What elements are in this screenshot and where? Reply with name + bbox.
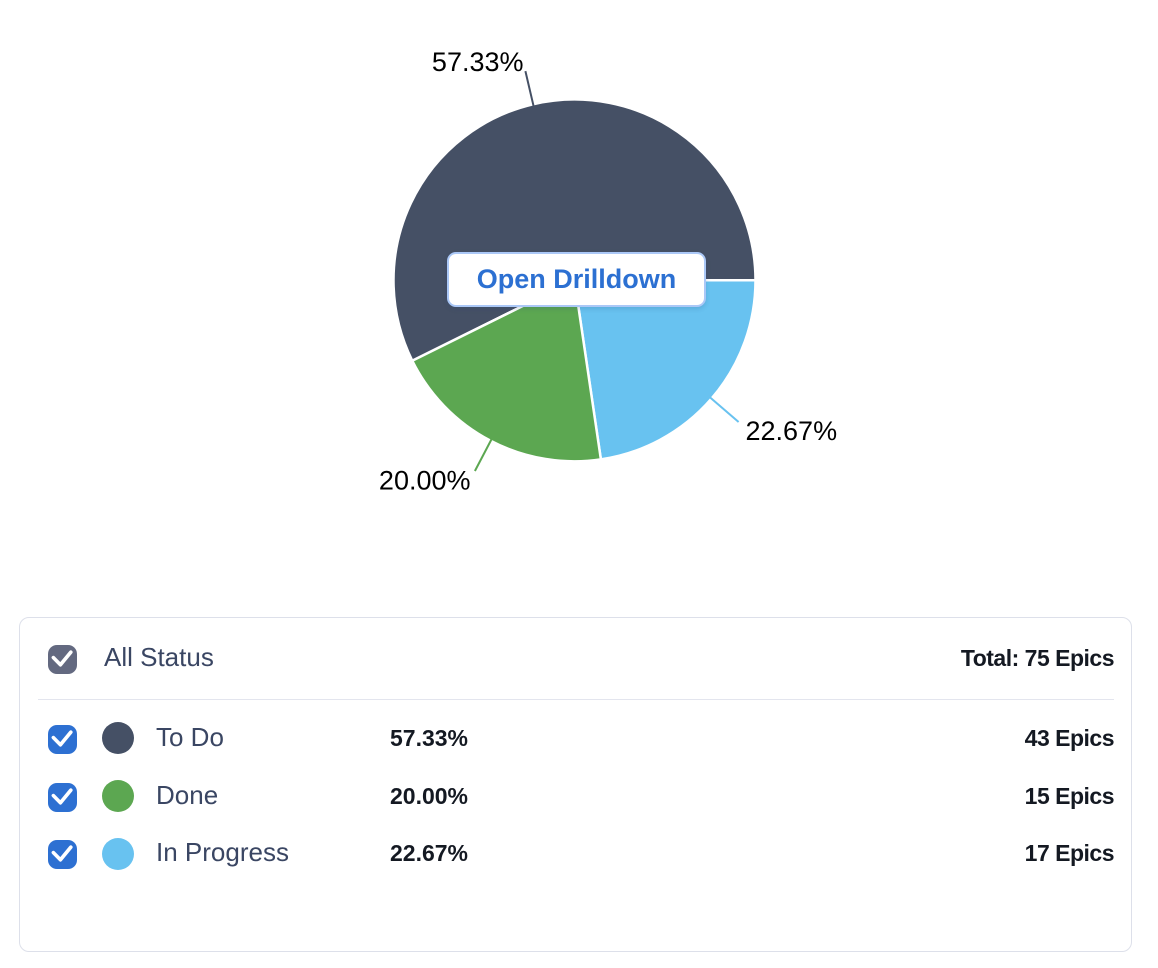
svg-text:22.67%: 22.67% xyxy=(746,416,838,446)
svg-text:20.00%: 20.00% xyxy=(379,466,471,496)
svg-text:57.33%: 57.33% xyxy=(432,47,524,77)
